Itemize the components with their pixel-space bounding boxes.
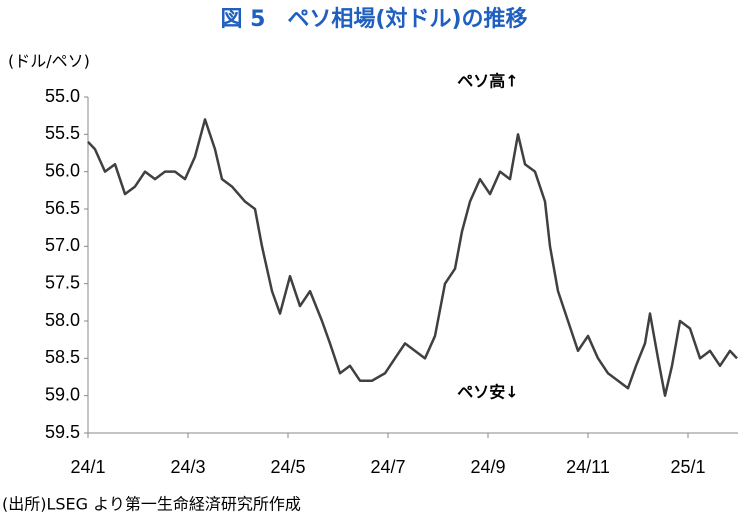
x-tick-label: 24/3	[170, 457, 205, 477]
y-tick-label: 56.5	[45, 198, 80, 218]
x-tick-label: 24/11	[566, 457, 610, 477]
x-tick-label: 24/9	[470, 457, 505, 477]
x-tick-label: 24/5	[270, 457, 305, 477]
chart-title: 図 5 ペソ相場(対ドル)の推移	[220, 6, 527, 32]
y-axis-label: (ドル/ペソ)	[8, 52, 90, 71]
x-tick-label: 25/1	[670, 457, 705, 477]
annotation: ペソ安↓	[457, 383, 518, 402]
price-line	[87, 118, 738, 397]
y-tick-label: 59.0	[45, 384, 80, 404]
y-tick-label: 57.0	[45, 235, 80, 255]
y-tick-label: 56.0	[45, 160, 80, 180]
source-note: (出所)LSEG より第一生命経済研究所作成	[2, 495, 301, 514]
y-tick-label: 57.5	[45, 272, 80, 292]
x-tick-label: 24/7	[370, 457, 405, 477]
y-tick-label: 55.5	[45, 123, 80, 143]
y-tick-label: 58.5	[45, 347, 80, 367]
y-tick-label: 59.5	[45, 422, 80, 442]
y-tick-label: 55.0	[45, 86, 80, 106]
x-tick-label: 24/1	[70, 457, 105, 477]
y-tick-label: 58.0	[45, 310, 80, 330]
annotation: ペソ高↑	[457, 72, 518, 91]
